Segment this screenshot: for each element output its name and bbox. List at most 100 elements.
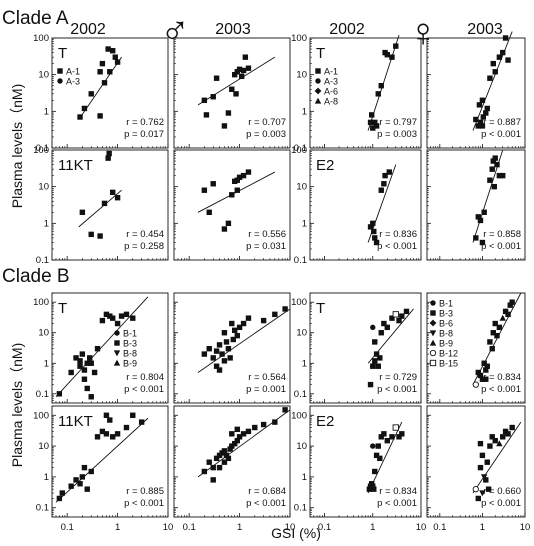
data-point [101, 200, 108, 207]
hormone-label: E2 [316, 413, 334, 430]
legend-label: B-3 [123, 339, 137, 349]
legend-label: B-9 [123, 359, 137, 369]
data-point [210, 477, 216, 483]
data-point [94, 345, 101, 352]
data-point [507, 302, 513, 308]
legend-label: B-9 [439, 339, 453, 349]
data-point [496, 324, 503, 331]
data-point [480, 114, 487, 120]
data-point [79, 209, 86, 215]
data-point [236, 434, 243, 440]
y-tick-label: 0.1 [36, 389, 49, 400]
legend-label: B-1 [123, 329, 137, 339]
y-tick-label: 10 [296, 328, 307, 339]
hormone-label: E2 [316, 157, 334, 174]
data-point [282, 306, 288, 312]
data-point [221, 330, 228, 336]
data-point [240, 431, 247, 437]
data-point [505, 431, 511, 437]
data-point [272, 311, 278, 318]
y-tick-label: 1 [302, 106, 307, 117]
legend-marker [430, 310, 436, 316]
data-point [389, 434, 395, 440]
data-point [81, 367, 88, 373]
p-value: p < 0.001 [377, 498, 417, 509]
r-value: r = 0.762 [126, 117, 164, 128]
p-value: p < 0.001 [481, 384, 521, 395]
data-point [234, 332, 240, 339]
legend-marker [429, 339, 437, 346]
legend-label: A-1 [324, 67, 338, 77]
regression-line [197, 56, 276, 106]
data-point [73, 355, 79, 361]
data-point [475, 214, 481, 220]
data-point [210, 464, 216, 471]
data-point [203, 112, 210, 118]
data-point [56, 391, 63, 397]
data-point [210, 181, 216, 187]
data-point [484, 459, 490, 465]
legend-label: A-8 [324, 97, 338, 107]
data-point [472, 381, 479, 388]
data-point [477, 440, 484, 447]
data-point [225, 455, 232, 462]
data-point [232, 327, 238, 334]
y-tick-label: 10 [38, 182, 49, 193]
legend-marker [429, 359, 437, 367]
y-tick-label: 0.1 [294, 503, 307, 514]
data-point [84, 360, 90, 366]
r-value: r = 0.834 [379, 486, 417, 497]
r-value: r = 0.804 [126, 372, 164, 383]
data-point [373, 351, 380, 357]
data-point [223, 339, 230, 345]
x-tick-label: 1 [237, 522, 242, 533]
r-value: r = 0.707 [248, 117, 286, 128]
y-tick-label: 1 [44, 358, 49, 369]
data-point [370, 483, 376, 489]
y-tick-label: 10 [296, 441, 307, 452]
data-point [509, 299, 515, 305]
data-point [484, 105, 490, 112]
p-value: p < 0.001 [246, 498, 286, 509]
data-point [229, 320, 235, 327]
data-point [68, 483, 74, 489]
y-tick-label: 0.1 [36, 143, 49, 154]
p-value: p = 0.017 [124, 129, 164, 140]
male-symbol: ♂ [160, 9, 190, 53]
data-point [381, 431, 387, 437]
data-point [123, 424, 130, 431]
data-point [384, 52, 390, 58]
data-point [479, 239, 486, 246]
y-tick-label: 0.1 [294, 389, 307, 400]
data-point [492, 320, 498, 327]
data-point [88, 360, 94, 366]
clade-b-label: Clade B [2, 266, 70, 287]
data-point [505, 57, 511, 63]
data-point [384, 437, 390, 444]
y-tick-label: 100 [291, 33, 307, 44]
hormone-label: 11KT [58, 413, 93, 430]
data-point [489, 166, 495, 172]
data-point [201, 97, 208, 103]
data-point [210, 94, 216, 100]
data-point [245, 169, 252, 175]
data-point [114, 59, 121, 65]
x-tick-label: 0.1 [433, 522, 446, 533]
data-point [213, 75, 220, 81]
r-value: r = 0.836 [379, 229, 417, 240]
data-point [138, 419, 145, 425]
data-point [399, 313, 405, 319]
data-point [219, 351, 225, 357]
data-point [373, 452, 380, 459]
data-point [233, 91, 239, 97]
y-tick-label: 10 [38, 70, 49, 81]
legend-marker [430, 300, 436, 306]
data-point [77, 358, 83, 364]
data-point [221, 459, 228, 465]
data-point [367, 119, 374, 126]
